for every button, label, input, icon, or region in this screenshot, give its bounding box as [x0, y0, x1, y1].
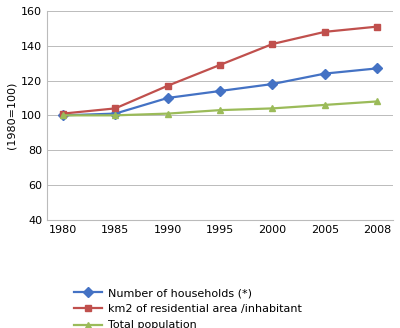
Number of households (*) — [60, 113, 65, 117]
km2 of residential area /inhabitant — [165, 84, 170, 88]
km2 of residential area /inhabitant — [375, 25, 380, 29]
Total population — [270, 106, 275, 110]
Number of households (*) — [165, 96, 170, 100]
km2 of residential area /inhabitant — [270, 42, 275, 46]
km2 of residential area /inhabitant — [60, 112, 65, 115]
km2 of residential area /inhabitant — [218, 63, 222, 67]
Total population — [375, 99, 380, 103]
Total population — [218, 108, 222, 112]
Total population — [165, 112, 170, 115]
Line: Total population: Total population — [59, 98, 381, 119]
Legend: Number of households (*), km2 of residential area /inhabitant, Total population: Number of households (*), km2 of residen… — [70, 284, 306, 328]
Total population — [60, 113, 65, 117]
Line: Number of households (*): Number of households (*) — [59, 65, 381, 119]
Line: km2 of residential area /inhabitant: km2 of residential area /inhabitant — [59, 23, 381, 117]
Total population — [113, 113, 118, 117]
Number of households (*) — [270, 82, 275, 86]
Y-axis label: (1980=100): (1980=100) — [7, 82, 17, 149]
Number of households (*) — [322, 72, 327, 75]
Number of households (*) — [113, 112, 118, 115]
Number of households (*) — [218, 89, 222, 93]
Number of households (*) — [375, 66, 380, 70]
Total population — [322, 103, 327, 107]
km2 of residential area /inhabitant — [322, 30, 327, 34]
km2 of residential area /inhabitant — [113, 106, 118, 110]
